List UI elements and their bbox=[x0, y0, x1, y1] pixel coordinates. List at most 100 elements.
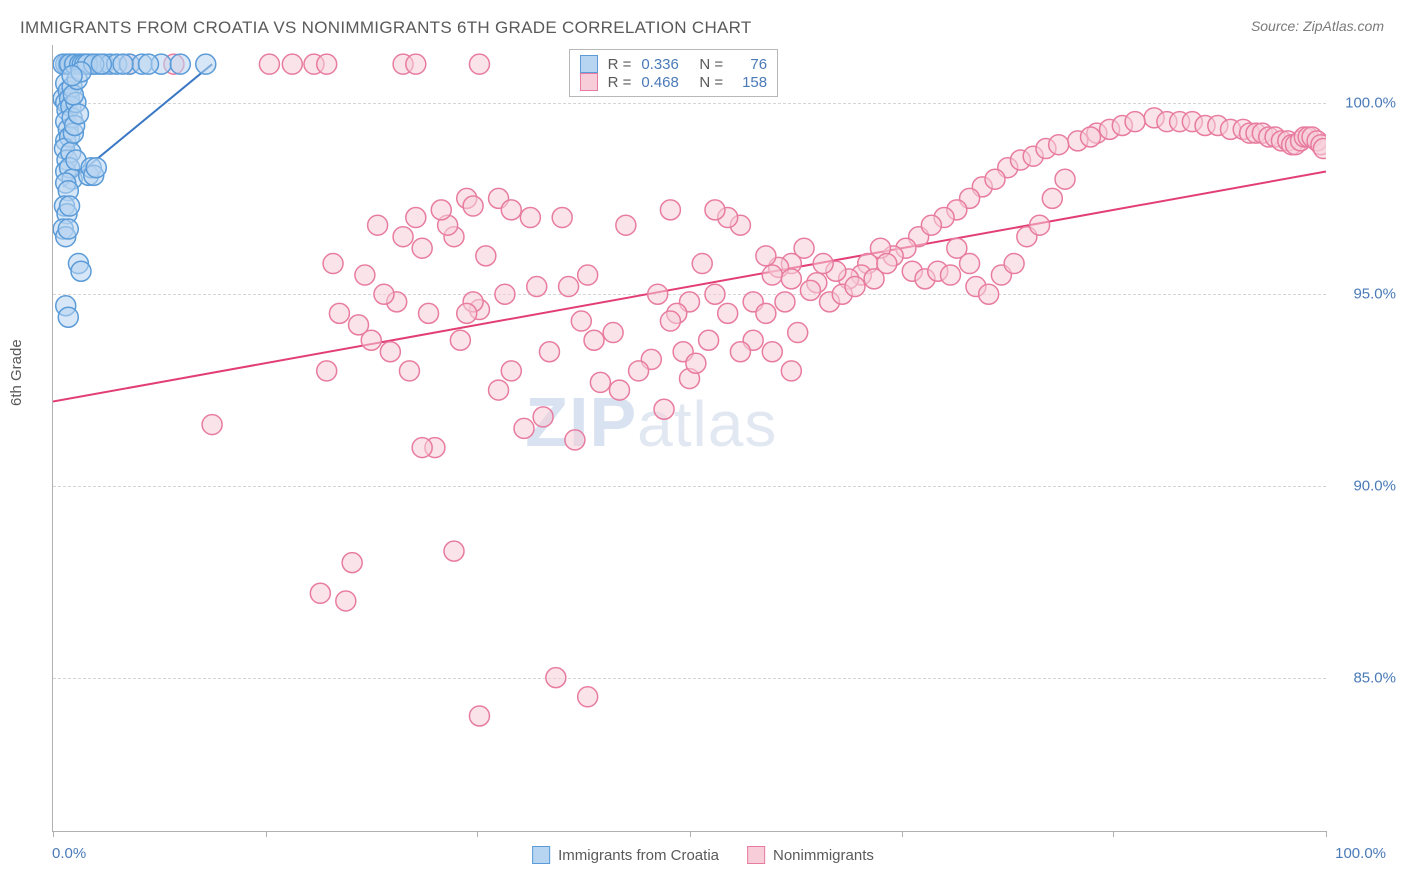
data-point bbox=[349, 315, 369, 335]
data-point bbox=[336, 591, 356, 611]
data-point bbox=[380, 342, 400, 362]
source-attribution: Source: ZipAtlas.com bbox=[1251, 18, 1384, 34]
data-point bbox=[431, 200, 451, 220]
data-point bbox=[527, 277, 547, 297]
data-point bbox=[514, 418, 534, 438]
data-point bbox=[419, 303, 439, 323]
y-tick-label: 100.0% bbox=[1336, 94, 1396, 111]
data-point bbox=[775, 292, 795, 312]
data-point bbox=[590, 372, 610, 392]
data-point bbox=[282, 54, 302, 74]
data-point bbox=[91, 54, 111, 74]
data-point bbox=[546, 668, 566, 688]
data-point bbox=[654, 399, 674, 419]
legend-swatch bbox=[580, 73, 598, 91]
data-point bbox=[58, 307, 78, 327]
data-point bbox=[616, 215, 636, 235]
data-point bbox=[86, 158, 106, 178]
data-point bbox=[138, 54, 158, 74]
data-point bbox=[985, 169, 1005, 189]
y-tick-label: 85.0% bbox=[1336, 669, 1396, 686]
data-point bbox=[113, 54, 133, 74]
data-point bbox=[412, 238, 432, 258]
stat-label-n: N = bbox=[699, 74, 723, 91]
data-point bbox=[457, 303, 477, 323]
correlation-legend-row: R =0.468N =158 bbox=[580, 73, 768, 91]
legend-label: Nonimmigrants bbox=[773, 847, 874, 864]
data-point bbox=[310, 583, 330, 603]
data-point bbox=[705, 284, 725, 304]
data-point bbox=[501, 200, 521, 220]
series-points bbox=[119, 54, 1326, 726]
data-point bbox=[660, 200, 680, 220]
legend-item: Nonimmigrants bbox=[747, 846, 874, 864]
data-point bbox=[60, 196, 80, 216]
data-point bbox=[399, 361, 419, 381]
data-point bbox=[813, 254, 833, 274]
legend-swatch bbox=[580, 55, 598, 73]
data-point bbox=[756, 246, 776, 266]
correlation-legend: R =0.336N =76R =0.468N =158 bbox=[569, 49, 779, 97]
legend-swatch bbox=[532, 846, 550, 864]
data-point bbox=[463, 196, 483, 216]
data-point bbox=[71, 261, 91, 281]
x-tick bbox=[902, 831, 903, 837]
data-point bbox=[603, 323, 623, 343]
stat-value-n: 76 bbox=[733, 56, 767, 73]
data-point bbox=[469, 54, 489, 74]
data-point bbox=[845, 277, 865, 297]
data-point bbox=[1049, 135, 1069, 155]
data-point bbox=[578, 265, 598, 285]
data-point bbox=[1004, 254, 1024, 274]
data-point bbox=[559, 277, 579, 297]
y-tick-label: 95.0% bbox=[1336, 286, 1396, 303]
data-point bbox=[648, 284, 668, 304]
data-point bbox=[317, 361, 337, 381]
data-point bbox=[756, 303, 776, 323]
data-point bbox=[323, 254, 343, 274]
plot-area: ZIPatlas R =0.336N =76R =0.468N =158 85.… bbox=[52, 45, 1326, 832]
data-point bbox=[800, 280, 820, 300]
legend-label: Immigrants from Croatia bbox=[558, 847, 719, 864]
correlation-legend-row: R = 0.336 N = 76 bbox=[580, 55, 768, 73]
x-tick bbox=[477, 831, 478, 837]
data-point bbox=[762, 265, 782, 285]
chart-title: IMMIGRANTS FROM CROATIA VS NONIMMIGRANTS… bbox=[20, 18, 752, 38]
data-point bbox=[940, 265, 960, 285]
data-point bbox=[495, 284, 515, 304]
data-point bbox=[342, 553, 362, 573]
data-point bbox=[921, 215, 941, 235]
data-point bbox=[718, 303, 738, 323]
chart-svg bbox=[53, 45, 1326, 831]
data-point bbox=[1080, 127, 1100, 147]
legend-item: Immigrants from Croatia bbox=[532, 846, 719, 864]
data-point bbox=[629, 361, 649, 381]
data-point bbox=[317, 54, 337, 74]
x-tick bbox=[1113, 831, 1114, 837]
data-point bbox=[259, 54, 279, 74]
data-point bbox=[947, 238, 967, 258]
x-axis-min-label: 0.0% bbox=[52, 845, 86, 862]
data-point bbox=[584, 330, 604, 350]
data-point bbox=[565, 430, 585, 450]
data-point bbox=[444, 541, 464, 561]
data-point bbox=[609, 380, 629, 400]
data-point bbox=[489, 380, 509, 400]
data-point bbox=[539, 342, 559, 362]
data-point bbox=[406, 54, 426, 74]
stat-label-n: N = bbox=[699, 56, 723, 73]
data-point bbox=[406, 208, 426, 228]
data-point bbox=[781, 361, 801, 381]
data-point bbox=[1055, 169, 1075, 189]
data-point bbox=[1030, 215, 1050, 235]
data-point bbox=[1125, 112, 1145, 132]
data-point bbox=[450, 330, 470, 350]
data-point bbox=[469, 706, 489, 726]
y-axis-label: 6th Grade bbox=[8, 339, 25, 406]
data-point bbox=[374, 284, 394, 304]
data-point bbox=[412, 438, 432, 458]
stat-label-r: R = bbox=[608, 56, 632, 73]
stat-value-r: 0.468 bbox=[641, 74, 689, 91]
stat-value-r: 0.336 bbox=[641, 56, 689, 73]
data-point bbox=[788, 323, 808, 343]
